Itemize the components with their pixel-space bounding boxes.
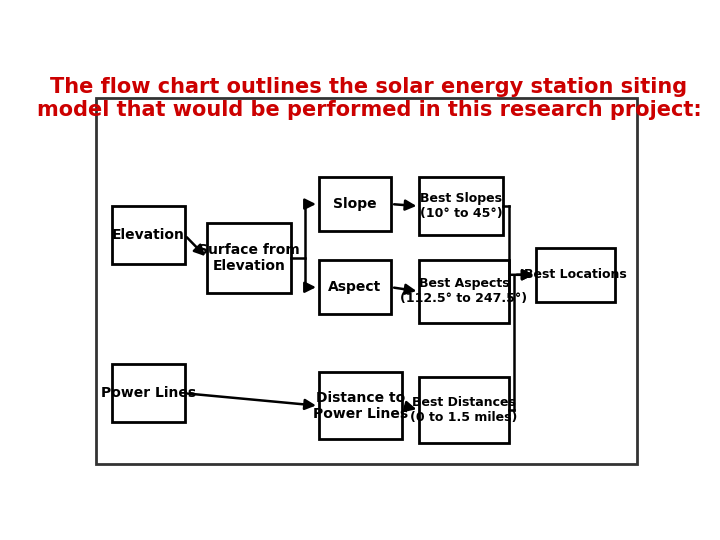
Text: Best Distances
(0 to 1.5 miles): Best Distances (0 to 1.5 miles) <box>410 396 518 424</box>
Bar <box>419 177 503 235</box>
Bar <box>96 98 637 464</box>
Text: Surface from
Elevation: Surface from Elevation <box>198 243 300 273</box>
Bar <box>207 223 291 294</box>
Text: Best Aspects
(112.5° to 247.5°): Best Aspects (112.5° to 247.5°) <box>400 278 528 306</box>
Text: Power Lines: Power Lines <box>101 386 196 400</box>
Bar <box>319 260 392 314</box>
Text: Best Slopes
(10° to 45°): Best Slopes (10° to 45°) <box>420 192 503 220</box>
Bar <box>319 373 402 439</box>
Bar <box>536 248 615 302</box>
Text: The flow chart outlines the solar energy station siting
model that would be perf: The flow chart outlines the solar energy… <box>37 77 701 120</box>
Bar <box>419 377 508 443</box>
Bar <box>112 206 185 265</box>
Text: Best Locations: Best Locations <box>524 268 627 281</box>
Text: Aspect: Aspect <box>328 280 382 294</box>
Bar <box>112 364 185 422</box>
Text: Distance to
Power Lines: Distance to Power Lines <box>313 390 408 421</box>
Bar <box>319 177 392 231</box>
Text: Elevation: Elevation <box>112 228 185 242</box>
Bar <box>419 260 508 322</box>
Text: Slope: Slope <box>333 197 377 211</box>
